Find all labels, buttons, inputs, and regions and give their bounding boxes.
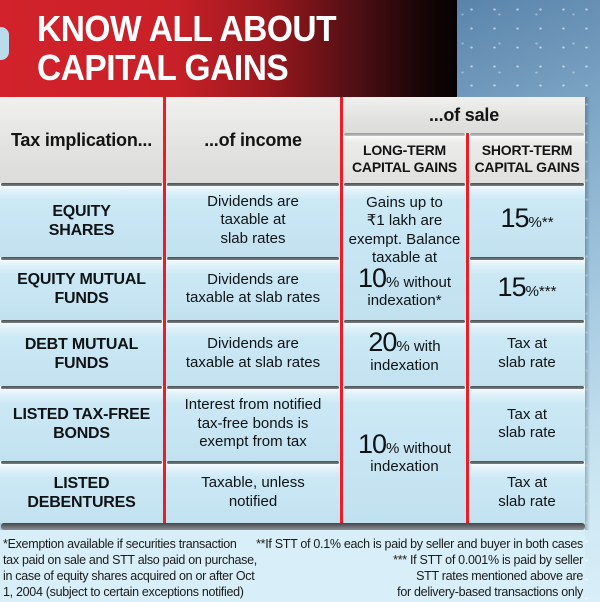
row-label-text: LISTED DEBENTURES <box>27 474 136 511</box>
cell-big-number: 10 <box>357 262 387 293</box>
table-right-shadow <box>585 97 590 530</box>
header-of-income: ...of income <box>166 97 340 183</box>
cell-text: Tax at slab rate <box>498 405 556 442</box>
cell-stcg-listed-tax-free-bonds: Tax at slab rate <box>469 386 585 461</box>
cell-text: 15%*** <box>473 273 581 302</box>
cell-stcg-listed-debentures: Tax at slab rate <box>469 461 585 523</box>
footnote-left: *Exemption available if securities trans… <box>3 537 257 599</box>
headline-title: KNOW ALL ABOUT CAPITAL GAINS <box>37 8 337 88</box>
cell-ltcg-debt-mutual-funds: 20% with indexation <box>343 320 466 386</box>
row-label-listed-debentures: LISTED DEBENTURES <box>0 461 163 523</box>
cell-text: Gains up to ₹1 lakh are exempt. Balance … <box>347 194 462 311</box>
header-text: SHORT-TERM CAPITAL GAINS <box>474 141 580 175</box>
header-tax-implication: Tax implication... <box>0 97 163 183</box>
row-label-text: LISTED TAX-FREE BONDS <box>12 406 151 442</box>
cell-text: 15%** <box>473 205 581 233</box>
footnote-right: **If STT of 0.1% each is paid by seller … <box>256 537 583 599</box>
row-label-listed-tax-free-bonds: LISTED TAX-FREE BONDS <box>0 386 163 461</box>
header-text: LONG-TERM CAPITAL GAINS <box>352 141 457 175</box>
headline-line1: KNOW ALL ABOUT <box>37 8 337 49</box>
cell-ltcg-bonds-debentures-merged: 10% without indexation <box>343 386 466 523</box>
cell-income-equity-mutual-funds: Dividends are taxable at slab rates <box>166 257 340 320</box>
header-of-sale: ...of sale <box>343 97 585 133</box>
cell-income-listed-tax-free-bonds: Interest from notified tax-free bonds is… <box>166 386 340 461</box>
cell-stcg-equity-shares: 15%** <box>469 183 585 257</box>
grid-line-vertical-2 <box>340 97 343 523</box>
cell-stcg-equity-mutual-funds: 15%*** <box>469 257 585 320</box>
cell-text-part: % without indexation <box>370 439 452 476</box>
header-long-term-capital-gains: LONG-TERM CAPITAL GAINS <box>343 133 466 183</box>
table-bottom-separator <box>1 523 585 530</box>
cell-big-number: 15 <box>497 271 527 302</box>
grid-line-vertical-3 <box>466 133 469 523</box>
cell-big-number: 10 <box>357 428 387 459</box>
headline-line2: CAPITAL GAINS <box>37 47 289 88</box>
header-text: ...of sale <box>428 105 500 126</box>
header-short-term-capital-gains: SHORT-TERM CAPITAL GAINS <box>469 133 585 183</box>
cell-ltcg-equity-merged: Gains up to ₹1 lakh are exempt. Balance … <box>343 183 466 320</box>
cell-text: Taxable, unless notified <box>201 474 305 510</box>
cell-text-part: %*** <box>525 282 557 300</box>
cell-stcg-debt-mutual-funds: Tax at slab rate <box>469 320 585 386</box>
cell-income-equity-shares: Dividends are taxable at slab rates <box>166 183 340 257</box>
cell-text: Dividends are taxable at slab rates <box>185 335 321 371</box>
cell-income-listed-debentures: Taxable, unless notified <box>166 461 340 523</box>
cell-big-number: 20 <box>368 327 397 357</box>
cell-big-number: 15 <box>500 203 529 234</box>
cell-text-part: % with indexation <box>370 338 441 374</box>
cell-income-debt-mutual-funds: Dividends are taxable at slab rates <box>166 320 340 386</box>
cell-text: Dividends are taxable at slab rates <box>207 192 299 247</box>
cell-text-part: %** <box>528 214 554 232</box>
cell-text: Tax at slab rate <box>498 335 556 371</box>
header-text: Tax implication... <box>10 130 153 151</box>
row-label-text: DEBT MUTUAL FUNDS <box>24 335 139 372</box>
row-label-equity-shares: EQUITY SHARES <box>0 183 163 257</box>
row-label-text: EQUITY MUTUAL FUNDS <box>17 271 146 307</box>
cell-text-part: Gains up to ₹1 lakh are exempt. Balance … <box>348 193 461 267</box>
cell-text: 10% without indexation <box>347 430 462 477</box>
row-label-equity-mutual-funds: EQUITY MUTUAL FUNDS <box>0 257 163 320</box>
row-label-debt-mutual-funds: DEBT MUTUAL FUNDS <box>0 320 163 386</box>
cell-text: Tax at slab rate <box>498 474 556 510</box>
header-text: ...of income <box>204 130 302 151</box>
cell-text: Dividends are taxable at slab rates <box>185 270 321 307</box>
headline-banner: KNOW ALL ABOUT CAPITAL GAINS <box>0 0 457 97</box>
footnotes-area: *Exemption available if securities trans… <box>0 530 585 602</box>
cell-text: 20% with indexation <box>347 329 462 375</box>
cell-text-part: % without indexation* <box>367 273 452 310</box>
grid-line-vertical-1 <box>163 97 166 523</box>
row-label-text: EQUITY SHARES <box>48 202 115 239</box>
left-edge-notch <box>0 27 9 60</box>
cell-text: Interest from notified tax-free bonds is… <box>184 396 322 451</box>
